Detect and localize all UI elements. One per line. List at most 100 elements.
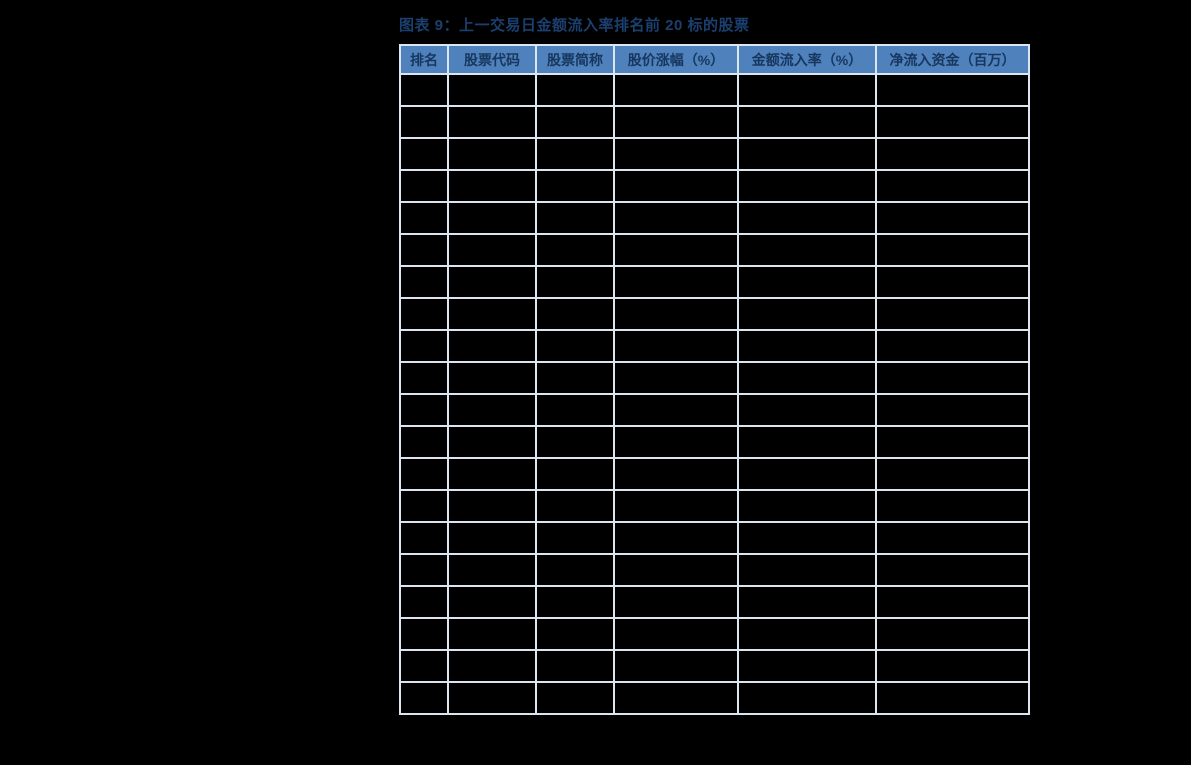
table-cell (535, 233, 615, 267)
table-cell (447, 393, 537, 427)
table-cell (875, 553, 1030, 587)
table-cell (613, 617, 739, 651)
table-body (399, 73, 1030, 715)
table-cell (447, 457, 537, 491)
table-cell (535, 681, 615, 715)
table-cell (399, 329, 449, 363)
table-cell (737, 649, 877, 683)
column-header: 股票简称 (535, 44, 615, 75)
table-row (399, 553, 1030, 587)
table-cell (737, 361, 877, 395)
table-cell (399, 393, 449, 427)
table-cell (399, 137, 449, 171)
table-cell (613, 393, 739, 427)
table-cell (613, 105, 739, 139)
table-cell (447, 233, 537, 267)
table-cell (613, 297, 739, 331)
table-cell (399, 489, 449, 523)
table-cell (737, 393, 877, 427)
table-cell (399, 425, 449, 459)
table-cell (399, 649, 449, 683)
table-cell (535, 457, 615, 491)
table-cell (737, 617, 877, 651)
table-row (399, 201, 1030, 235)
table-cell (399, 617, 449, 651)
figure-title: 图表 9：上一交易日金额流入率排名前 20 标的股票 (399, 17, 750, 34)
table-cell (535, 329, 615, 363)
table-cell (613, 169, 739, 203)
table-cell (447, 297, 537, 331)
table-cell (613, 137, 739, 171)
table-cell (875, 137, 1030, 171)
stock-table: 排名 股票代码 股票简称 股价涨幅（%） 金额流入率（%） 净流入资金（百万） (399, 44, 1030, 715)
table-cell (399, 521, 449, 555)
table-cell (399, 553, 449, 587)
table-cell (737, 201, 877, 235)
table-cell (535, 649, 615, 683)
table-cell (737, 265, 877, 299)
table-cell (737, 329, 877, 363)
column-header: 股票代码 (447, 44, 537, 75)
table-cell (535, 265, 615, 299)
table-row (399, 329, 1030, 363)
table-cell (535, 201, 615, 235)
table-cell (737, 457, 877, 491)
table-cell (613, 681, 739, 715)
table-cell (535, 361, 615, 395)
table-cell (737, 521, 877, 555)
table-cell (737, 425, 877, 459)
table-row (399, 393, 1030, 427)
table-cell (875, 521, 1030, 555)
table-cell (737, 233, 877, 267)
table-cell (737, 585, 877, 619)
table-cell (447, 329, 537, 363)
table-cell (399, 105, 449, 139)
table-cell (875, 617, 1030, 651)
table-row (399, 297, 1030, 331)
table-cell (875, 169, 1030, 203)
table-row (399, 457, 1030, 491)
figure-block: 图表 9：上一交易日金额流入率排名前 20 标的股票 排名 股票代码 股票简称 股价涨… (399, 14, 1030, 715)
table-cell (875, 393, 1030, 427)
table-cell (399, 585, 449, 619)
table-cell (399, 169, 449, 203)
table-row (399, 361, 1030, 395)
table-row (399, 265, 1030, 299)
table-cell (875, 649, 1030, 683)
table-cell (875, 297, 1030, 331)
table-cell (535, 521, 615, 555)
table-row (399, 105, 1030, 139)
table-cell (399, 73, 449, 107)
table-cell (447, 105, 537, 139)
table-cell (875, 73, 1030, 107)
table-cell (737, 169, 877, 203)
table-cell (875, 681, 1030, 715)
table-cell (399, 297, 449, 331)
table-row (399, 73, 1030, 107)
table-cell (447, 681, 537, 715)
table-cell (875, 457, 1030, 491)
table-cell (875, 425, 1030, 459)
table-cell (447, 361, 537, 395)
table-cell (535, 393, 615, 427)
table-row (399, 521, 1030, 555)
table-cell (613, 329, 739, 363)
table-cell (447, 137, 537, 171)
table-cell (737, 297, 877, 331)
table-cell (447, 73, 537, 107)
table-row (399, 233, 1030, 267)
table-row (399, 585, 1030, 619)
table-cell (535, 137, 615, 171)
table-cell (613, 425, 739, 459)
table-row (399, 617, 1030, 651)
table-cell (447, 489, 537, 523)
table-row (399, 489, 1030, 523)
table-header: 排名 股票代码 股票简称 股价涨幅（%） 金额流入率（%） 净流入资金（百万） (399, 44, 1030, 75)
table-cell (875, 585, 1030, 619)
table-cell (613, 361, 739, 395)
table-cell (447, 585, 537, 619)
table-cell (737, 137, 877, 171)
table-cell (535, 617, 615, 651)
table-row (399, 169, 1030, 203)
